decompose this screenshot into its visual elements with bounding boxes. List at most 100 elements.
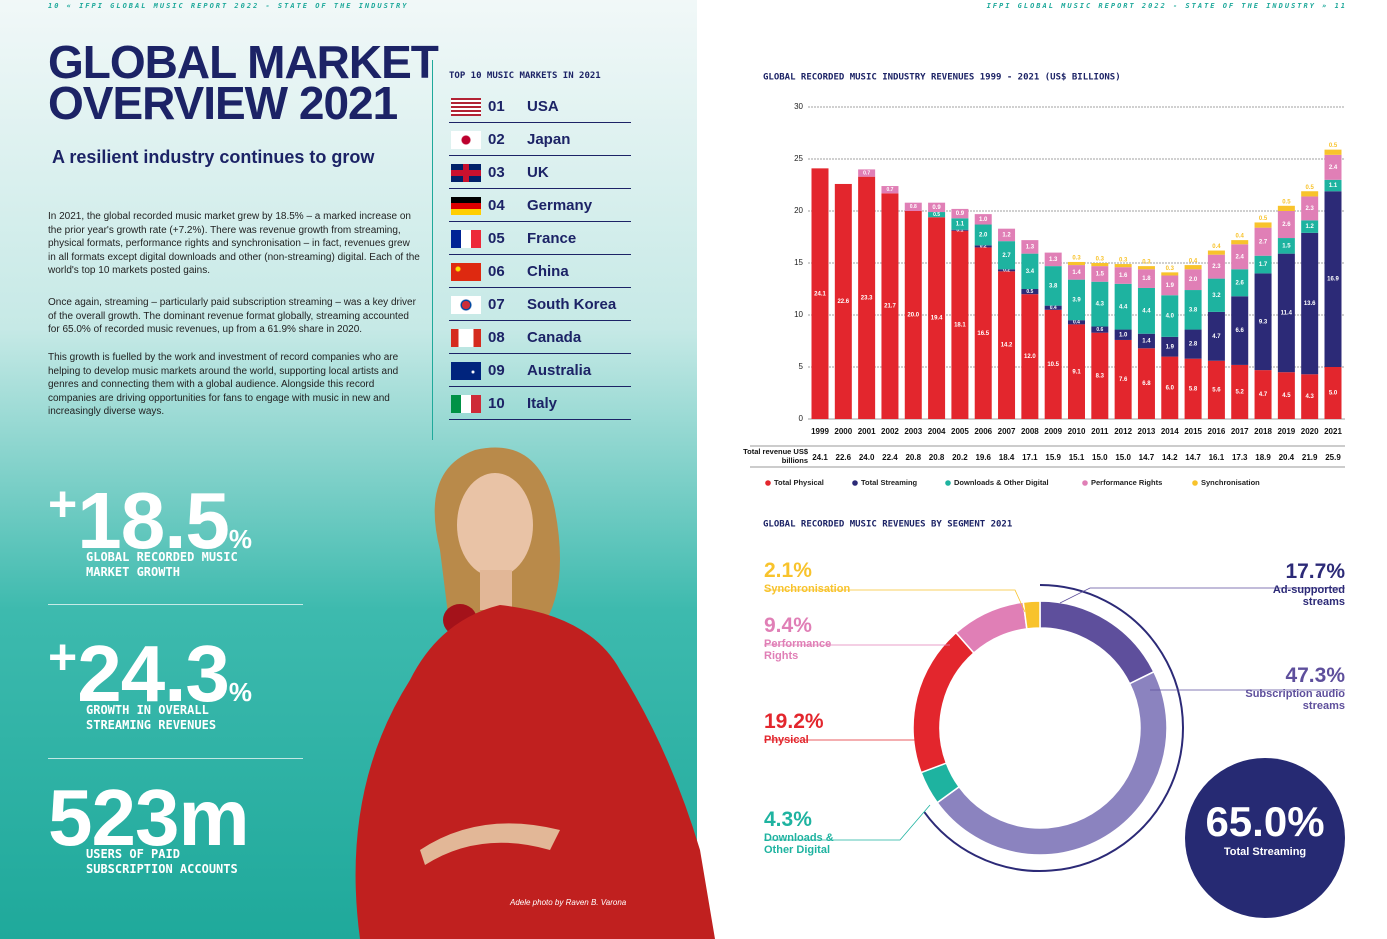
bar-segment [1277, 238, 1295, 254]
flag [451, 230, 481, 248]
x-tick-label: 2014 [1161, 427, 1179, 436]
flag [451, 395, 481, 413]
total-value: 21.9 [1302, 453, 1318, 462]
bar-value-label: 2.3 [1306, 206, 1315, 212]
total-value: 20.4 [1279, 453, 1295, 462]
stat-sign: + [48, 629, 78, 685]
bar-value-label: 4.3 [1306, 394, 1315, 400]
bar-value-label: 4.0 [1166, 314, 1175, 320]
bar-segment [1184, 358, 1202, 419]
bar-value-label: 3.4 [1026, 269, 1035, 275]
donut-category: Downloads & Other Digital [764, 832, 834, 856]
bar-value-label: 2.7 [1002, 253, 1011, 259]
donut-value-label: 2.1% [764, 559, 812, 582]
donut-category: Subscription audio streams [1245, 688, 1345, 712]
market-rank: 04 [488, 197, 505, 214]
y-tick-label: 20 [794, 206, 803, 215]
legend-label: Synchronisation [1201, 478, 1260, 487]
bar-segment [928, 217, 946, 419]
bar-segment [1091, 266, 1109, 282]
leader-line [764, 589, 1026, 613]
bar-value-label: 1.6 [1119, 273, 1128, 279]
bar-value-label: 0.7 [863, 170, 870, 176]
bar-segment [1254, 273, 1272, 371]
total-value: 22.6 [836, 453, 852, 462]
bar-segment [1277, 211, 1295, 239]
paragraph: In 2021, the global recorded music marke… [48, 211, 420, 276]
bar-value-label: 12.0 [1024, 354, 1036, 360]
bar-segment [1091, 326, 1109, 333]
donut-value-label: 19.2% [764, 710, 824, 733]
legend-label: Downloads & Other Digital [954, 478, 1049, 487]
bar-segment [1137, 266, 1155, 270]
bar-value-label: 0.2 [980, 244, 987, 250]
bar-segment [1184, 265, 1202, 270]
bar-segment [1184, 290, 1202, 330]
market-row: 08 Canada [449, 321, 631, 354]
bar-segment [858, 176, 876, 419]
bar-value-label: 1.7 [1259, 262, 1268, 268]
bar-segment [1161, 336, 1179, 357]
bar-value-label: 0.4 [1189, 259, 1198, 265]
bar-value-label: 0.3 [1142, 260, 1151, 266]
bar-value-label: 2.0 [979, 232, 988, 238]
bar-segment [1091, 281, 1109, 327]
market-row: 05 France [449, 222, 631, 255]
x-tick-label: 2011 [1091, 427, 1109, 436]
bar-value-label: 8.3 [1096, 373, 1105, 379]
total-value: 14.7 [1185, 453, 1201, 462]
bar-segment [928, 212, 946, 218]
face [457, 473, 533, 577]
bar-segment [1254, 255, 1272, 274]
bar-segment [1114, 329, 1132, 340]
bar-value-label: 1.8 [1142, 276, 1151, 282]
bar-segment [1044, 266, 1062, 306]
bar-value-label: 2.4 [1329, 165, 1338, 171]
market-row: 06 China [449, 255, 631, 288]
bar-value-label: 19.4 [931, 316, 943, 322]
total-value: 22.4 [882, 453, 898, 462]
bar-segment [1231, 269, 1249, 297]
arm [420, 823, 560, 865]
bar-segment [1277, 205, 1295, 211]
bar-value-label: 0.4 [1236, 234, 1245, 240]
bar-segment [1324, 179, 1342, 192]
bar-segment [1044, 252, 1062, 267]
bar-segment [1068, 265, 1085, 280]
total-value: 17.3 [1232, 453, 1248, 462]
bar-segment [1207, 278, 1225, 312]
bar-value-label: 7.6 [1119, 377, 1128, 383]
streaming-circle [1185, 758, 1345, 918]
bar-segment [974, 214, 992, 225]
total-value: 25.9 [1325, 453, 1341, 462]
bar-value-label: 0.5 [1282, 199, 1291, 205]
bar-segment [881, 186, 899, 194]
y-tick-label: 25 [794, 154, 803, 163]
total-value: 15.0 [1092, 453, 1108, 462]
legend-label: Total Physical [774, 478, 824, 487]
total-value: 24.1 [812, 453, 828, 462]
bar-value-label: 0.4 [1050, 305, 1057, 311]
x-tick-label: 2008 [1021, 427, 1039, 436]
donut-category: Synchronisation [764, 583, 851, 595]
bar-segment [951, 230, 969, 419]
bar-value-label: 0.5 [1259, 216, 1268, 222]
bar-segment [1044, 305, 1062, 310]
bar-segment [1137, 269, 1155, 288]
bar-value-label: 0.2 [1003, 268, 1010, 274]
total-value: 14.7 [1139, 453, 1155, 462]
bar-segment [1161, 295, 1179, 337]
bar-value-label: 10.5 [1047, 362, 1059, 368]
stat-value: 523m [48, 773, 250, 862]
streaming-text: Total Streaming [1224, 846, 1306, 858]
bar-segment [1137, 348, 1155, 419]
bar-value-label: 0.3 [1072, 256, 1081, 262]
bar-value-label: 0.6 [1096, 327, 1103, 333]
bar-value-label: 0.1 [956, 228, 963, 234]
market-name: Japan [527, 131, 571, 148]
bar-value-label: 0.3 [1166, 266, 1175, 272]
bar-segment [1324, 149, 1342, 155]
bar-segment [1068, 324, 1085, 419]
bar-segment [974, 247, 992, 419]
flag [451, 131, 481, 149]
